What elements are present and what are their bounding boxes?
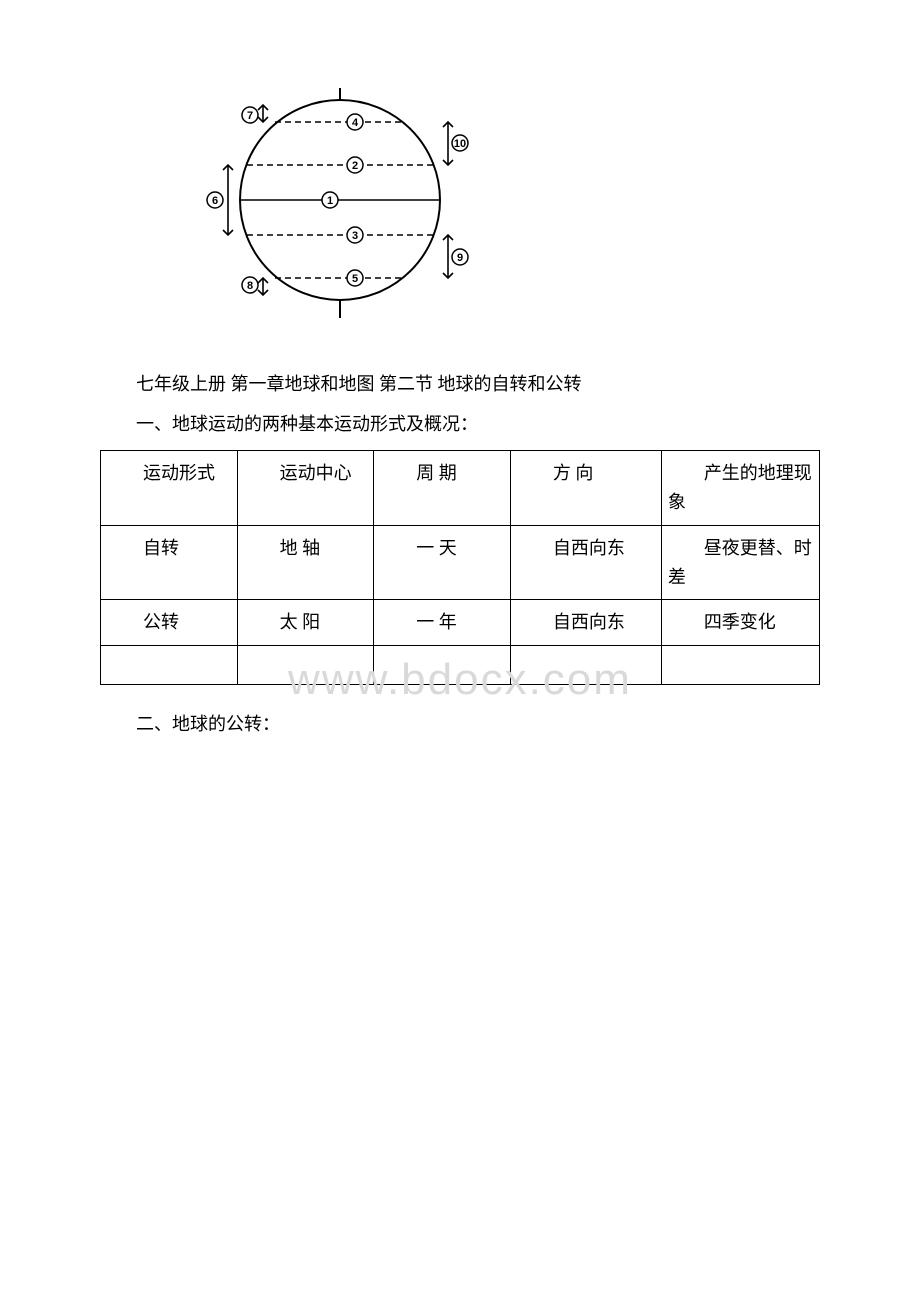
svg-text:5: 5 (352, 273, 358, 285)
table-empty-cell (237, 646, 374, 685)
table-cell: 一 年 (374, 600, 511, 646)
table-cell: 自西向东 (510, 525, 661, 600)
table-empty-cell (510, 646, 661, 685)
table-header-cell: 方 向 (510, 451, 661, 526)
table-empty-cell (661, 646, 819, 685)
table-cell: 四季变化 (661, 600, 819, 646)
svg-text:7: 7 (247, 110, 253, 122)
table-cell: 公转 (101, 600, 238, 646)
earth-motion-table: 运动形式运动中心周 期方 向产生的地理现象自转地 轴一 天自西向东昼夜更替、时差… (100, 450, 820, 685)
table-cell: 昼夜更替、时差 (661, 525, 819, 600)
section-1-heading: 一、地球运动的两种基本运动形式及概况： (100, 405, 820, 445)
svg-text:10: 10 (454, 138, 466, 150)
table-header-cell: 运动形式 (101, 451, 238, 526)
table-empty-cell (101, 646, 238, 685)
table-header-cell: 产生的地理现象 (661, 451, 819, 526)
table-cell: 自转 (101, 525, 238, 600)
svg-text:2: 2 (352, 160, 358, 172)
svg-text:8: 8 (247, 280, 253, 292)
table-cell: 自西向东 (510, 600, 661, 646)
svg-text:1: 1 (327, 195, 333, 207)
table-cell: 一 天 (374, 525, 511, 600)
svg-text:9: 9 (457, 252, 463, 264)
table-empty-cell (374, 646, 511, 685)
svg-text:6: 6 (212, 195, 218, 207)
table-cell: 地 轴 (237, 525, 374, 600)
svg-text:3: 3 (352, 230, 358, 242)
latitude-zones-diagram: 1 2 3 4 5 6 7 8 9 10 (160, 60, 820, 345)
svg-text:4: 4 (352, 117, 359, 129)
table-header-cell: 运动中心 (237, 451, 374, 526)
section-2-heading: 二、地球的公转： (100, 705, 820, 745)
chapter-title: 七年级上册 第一章地球和地图 第二节 地球的自转和公转 (100, 365, 820, 405)
table-header-cell: 周 期 (374, 451, 511, 526)
table-cell: 太 阳 (237, 600, 374, 646)
